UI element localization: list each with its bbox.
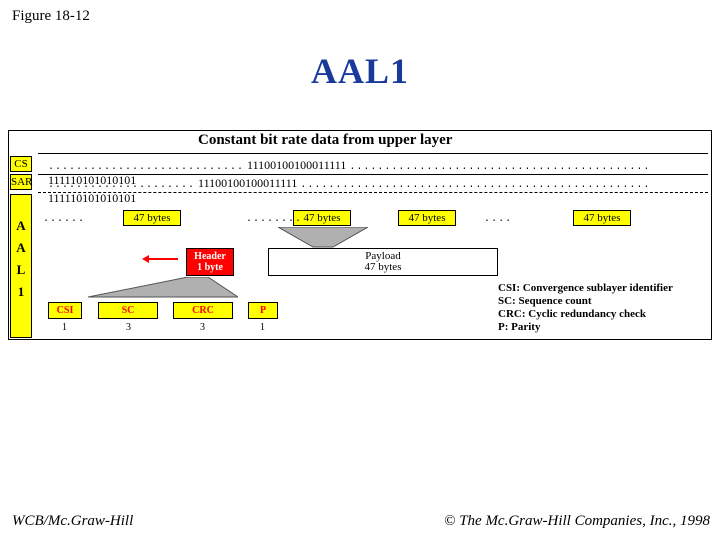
hr [38,174,708,175]
page-title: AAL1 [0,50,720,92]
field-sc: SC [98,302,158,319]
bits-csi: 1 [62,322,67,333]
aal-letter: A [11,237,31,259]
payload-chip-l2: 47 bytes [365,261,402,273]
aal1-vertical-label: A A L 1 [10,194,32,338]
footer-left: WCB/Mc.Graw-Hill [12,513,133,530]
funnel-icon [278,227,368,249]
field-p: P [248,302,278,319]
bits-right: 111110101010101 [48,191,136,205]
header-arrow [148,258,178,260]
bits-crc: 3 [200,322,205,333]
sar-label: SAR [10,174,32,190]
hr [38,153,708,154]
footer-company: The Mc.Graw-Hill Companies, Inc., 1998 [459,513,710,529]
footer-right: © The Mc.Graw-Hill Companies, Inc., 1998 [444,513,710,530]
aal-letter: 1 [11,281,31,303]
legend-line: P: Parity [498,321,673,334]
payload-chip: Payload 47 bytes [268,248,498,276]
cs-label: CS [10,156,32,172]
legend-line: CRC: Cyclic redundancy check [498,308,673,321]
bits-row: ..................... 11100100100011111 … [48,176,712,206]
dashed-divider [38,192,708,193]
aal1-diagram: Constant bit rate data from upper layer … [8,130,712,340]
bits-p: 1 [260,322,265,333]
aal-letter: A [11,215,31,237]
bits-left: 11100100100011111 [198,176,297,190]
header-chip: Header 1 byte [186,248,234,276]
legend-line: SC: Sequence count [498,295,673,308]
bits-sc: 3 [126,322,131,333]
header-chip-l2: 1 byte [197,262,223,273]
bits-left: 11100100100011111 [247,158,346,172]
legend: CSI: Convergence sublayer identifier SC:… [498,282,673,334]
header-chip-l1: Header [194,251,226,262]
field-csi: CSI [48,302,82,319]
funnel-icon [88,277,238,299]
field-crc: CRC [173,302,233,319]
aal-letter: L [11,259,31,281]
legend-line: CSI: Convergence sublayer identifier [498,282,673,295]
seg-dots: ...... ........ .... ...... ...... [43,214,720,225]
figure-label: Figure 18-12 [12,8,90,25]
upper-layer-caption: Constant bit rate data from upper layer [198,132,452,149]
copyright-symbol: © [444,513,455,529]
